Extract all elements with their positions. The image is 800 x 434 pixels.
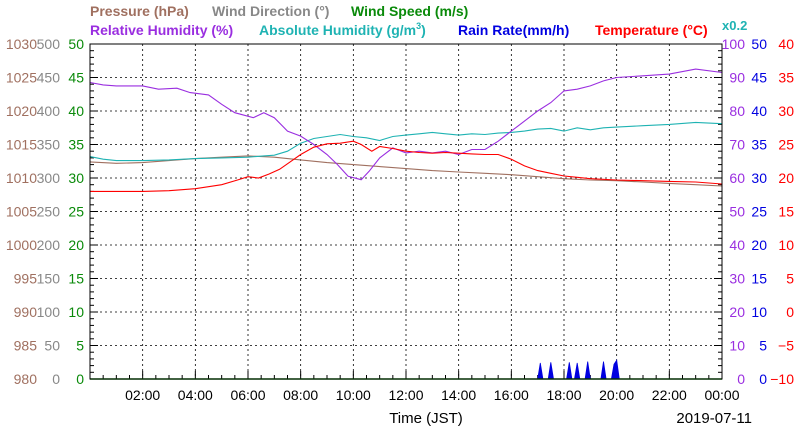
tick-label-wind-direction: 350 xyxy=(37,137,61,153)
x-tick-label: 02:00 xyxy=(125,387,160,403)
tick-label-temperature: 40 xyxy=(778,36,794,52)
tick-label-wind-direction: 250 xyxy=(37,204,61,220)
tick-label-temperature: −10 xyxy=(770,371,794,387)
x-axis-label: Time (JST) xyxy=(389,410,463,427)
tick-label-rain-rate: 40 xyxy=(751,103,767,119)
tick-label-wind-speed: 35 xyxy=(68,137,84,153)
plot-grid xyxy=(89,43,723,380)
tick-label-rain-rate: 0 xyxy=(759,371,767,387)
tick-label-relative-humidity: 30 xyxy=(729,271,745,287)
axes-labels: 9809859909951000100510101015102010251030… xyxy=(6,36,794,403)
tick-label-temperature: 0 xyxy=(786,304,794,320)
tick-label-wind-speed: 5 xyxy=(76,338,84,354)
tick-label-relative-humidity: 40 xyxy=(729,237,745,253)
tick-label-wind-speed: 20 xyxy=(68,237,84,253)
x-tick-label: 00:00 xyxy=(704,387,739,403)
tick-label-relative-humidity: 0 xyxy=(737,371,745,387)
tick-label-rain-rate: 30 xyxy=(751,170,767,186)
x-tick-label: 04:00 xyxy=(178,387,213,403)
tick-label-relative-humidity: 70 xyxy=(729,137,745,153)
tick-label-rain-rate: 25 xyxy=(751,204,767,220)
tick-label-temperature: 15 xyxy=(778,204,794,220)
tick-label-rain-rate: 35 xyxy=(751,137,767,153)
tick-label-pressure: 1030 xyxy=(6,36,37,52)
tick-label-pressure: 1020 xyxy=(6,103,37,119)
series-relative_humidity xyxy=(89,68,723,181)
tick-label-temperature: 10 xyxy=(778,237,794,253)
tick-label-rain-rate: 10 xyxy=(751,304,767,320)
legend-temperature: Temperature (°C) xyxy=(595,22,708,38)
tick-label-temperature: 20 xyxy=(778,170,794,186)
tick-label-wind-speed: 40 xyxy=(68,103,84,119)
date-label: 2019-07-11 xyxy=(676,410,752,427)
series-temperature xyxy=(90,140,723,192)
tick-label-relative-humidity: 20 xyxy=(729,304,745,320)
tick-label-relative-humidity: 50 xyxy=(729,204,745,220)
tick-label-pressure: 1010 xyxy=(6,170,37,186)
tick-label-relative-humidity: 90 xyxy=(729,70,745,86)
tick-label-wind-direction: 0 xyxy=(52,371,60,387)
tick-label-rain-rate: 5 xyxy=(759,338,767,354)
tick-label-rain-rate: 50 xyxy=(751,36,767,52)
tick-label-wind-direction: 500 xyxy=(37,36,61,52)
series-rain_rate xyxy=(537,359,620,380)
tick-label-rain-rate: 20 xyxy=(751,237,767,253)
legend-rain-rate: Rain Rate(mm/h) xyxy=(458,22,569,38)
tick-label-pressure: 1015 xyxy=(6,137,37,153)
x-tick-label: 14:00 xyxy=(441,387,476,403)
x-tick-label: 12:00 xyxy=(388,387,423,403)
tick-label-pressure: 980 xyxy=(14,371,38,387)
legend-wind-direction: Wind Direction (°) xyxy=(212,3,329,19)
x-tick-label: 16:00 xyxy=(494,387,529,403)
tick-label-temperature: 5 xyxy=(786,271,794,287)
tick-label-wind-speed: 45 xyxy=(68,70,84,86)
tick-label-pressure: 985 xyxy=(14,338,38,354)
legend-pressure: Pressure (hPa) xyxy=(90,3,189,19)
tick-label-temperature: 25 xyxy=(778,137,794,153)
tick-label-pressure: 990 xyxy=(14,304,38,320)
legend-absolute-humidity-tail: ) xyxy=(421,22,426,38)
x-tick-label: 18:00 xyxy=(546,387,581,403)
tick-label-pressure: 995 xyxy=(14,271,38,287)
tick-label-temperature: 30 xyxy=(778,103,794,119)
tick-label-pressure: 1025 xyxy=(6,70,37,86)
tick-label-pressure: 1000 xyxy=(6,237,37,253)
legend: Pressure (hPa) Wind Direction (°) Wind S… xyxy=(90,3,747,38)
series-absolute_humidity xyxy=(89,121,723,162)
legend-absolute-humidity-sup: 3 xyxy=(416,21,421,31)
x-tick-label: 20:00 xyxy=(599,387,634,403)
tick-label-wind-direction: 150 xyxy=(37,271,61,287)
tick-label-wind-speed: 0 xyxy=(76,371,84,387)
tick-label-wind-direction: 200 xyxy=(37,237,61,253)
legend-relative-humidity: Relative Humidity (%) xyxy=(90,22,233,38)
tick-label-relative-humidity: 60 xyxy=(729,170,745,186)
x-tick-label: 06:00 xyxy=(230,387,265,403)
x-tick-label: 10:00 xyxy=(336,387,371,403)
tick-label-wind-speed: 25 xyxy=(68,204,84,220)
tick-label-relative-humidity: 10 xyxy=(729,338,745,354)
tick-label-rain-rate: 15 xyxy=(751,271,767,287)
tick-label-wind-speed: 10 xyxy=(68,304,84,320)
x-tick-label: 22:00 xyxy=(652,387,687,403)
tick-label-temperature: 35 xyxy=(778,70,794,86)
x-tick-label: 08:00 xyxy=(283,387,318,403)
tick-label-relative-humidity: 100 xyxy=(722,36,746,52)
legend-absolute-humidity: Absolute Humidity (g/m3) xyxy=(259,21,426,38)
tick-label-wind-speed: 15 xyxy=(68,271,84,287)
tick-label-wind-direction: 100 xyxy=(37,304,61,320)
tick-label-wind-speed: 50 xyxy=(68,36,84,52)
tick-label-pressure: 1005 xyxy=(6,204,37,220)
tick-label-wind-direction: 50 xyxy=(44,338,60,354)
legend-wind-speed: Wind Speed (m/s) xyxy=(351,3,468,19)
tick-label-wind-direction: 300 xyxy=(37,170,61,186)
tick-label-wind-speed: 30 xyxy=(68,170,84,186)
tick-label-temperature: −5 xyxy=(778,338,794,354)
tick-label-relative-humidity: 80 xyxy=(729,103,745,119)
tick-label-rain-rate: 45 xyxy=(751,70,767,86)
plot-frame xyxy=(89,43,723,380)
tick-label-wind-direction: 450 xyxy=(37,70,61,86)
tick-label-wind-direction: 400 xyxy=(37,103,61,119)
legend-scale-note: x0.2 xyxy=(722,18,747,33)
